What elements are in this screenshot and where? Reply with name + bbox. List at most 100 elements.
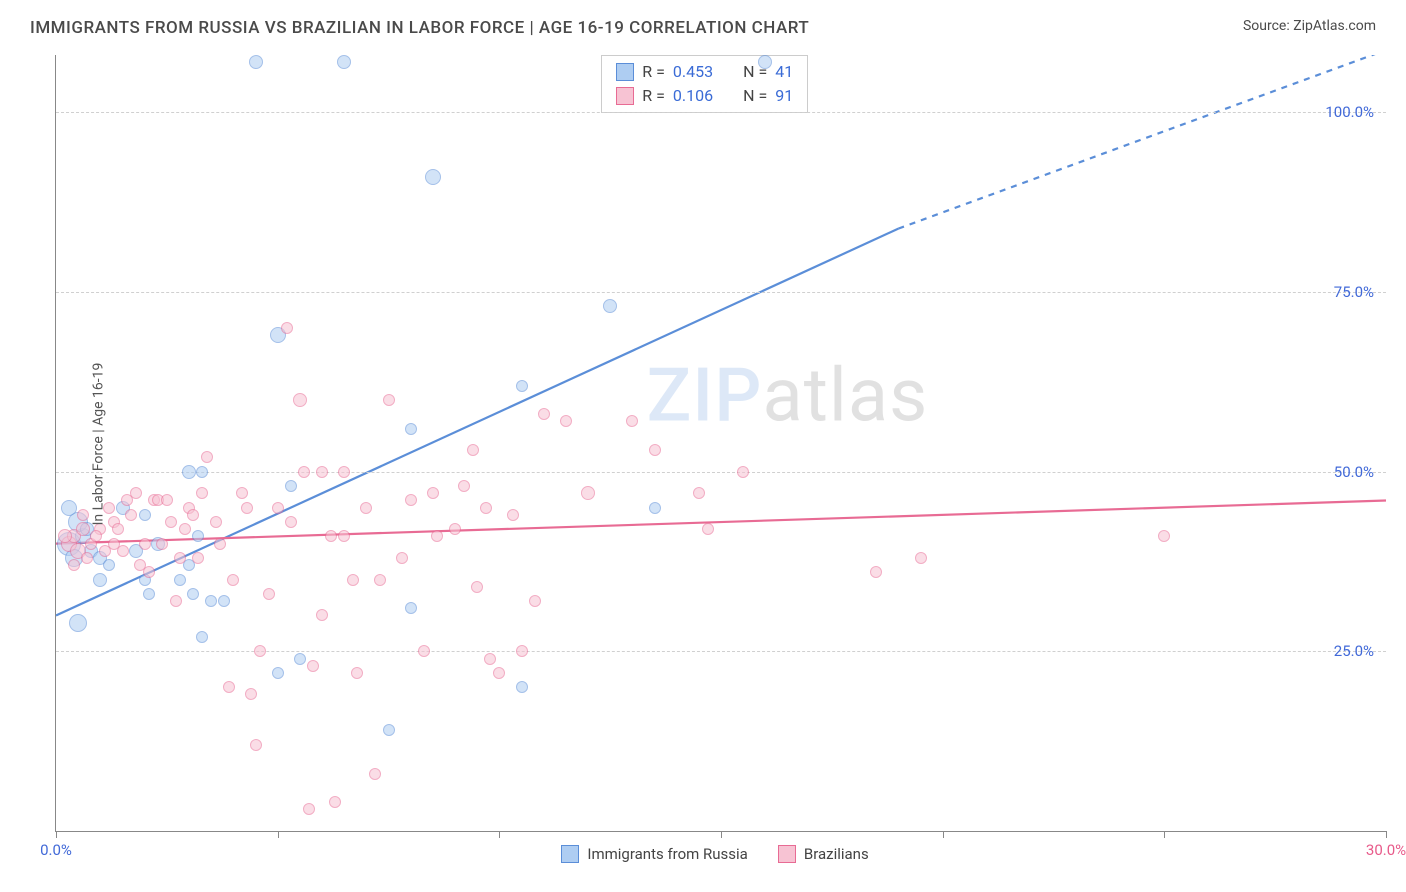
y-tick-label: 100.0% (1325, 103, 1374, 121)
legend-swatch (616, 63, 634, 81)
data-point (112, 523, 124, 535)
data-point (369, 768, 381, 780)
data-point (507, 509, 519, 521)
data-point (81, 552, 93, 564)
x-tick (1386, 831, 1387, 838)
data-point (165, 516, 177, 528)
data-point (425, 169, 441, 185)
data-point (626, 415, 638, 427)
data-point (467, 444, 479, 456)
data-point (303, 803, 315, 815)
data-point (383, 394, 395, 406)
data-point (218, 595, 230, 607)
data-point (285, 516, 297, 528)
data-point (156, 538, 168, 550)
data-point (187, 588, 199, 600)
data-point (649, 444, 661, 456)
data-point (214, 538, 226, 550)
data-point (529, 595, 541, 607)
data-point (69, 614, 87, 632)
data-point (480, 502, 492, 514)
data-point (338, 530, 350, 542)
data-point (516, 380, 528, 392)
data-point (702, 523, 714, 535)
page-title: IMMIGRANTS FROM RUSSIA VS BRAZILIAN IN L… (30, 18, 809, 38)
data-point (143, 588, 155, 600)
data-point (285, 480, 297, 492)
y-tick-label: 25.0% (1334, 642, 1374, 660)
legend-series: Immigrants from Russia Brazilians (561, 845, 868, 863)
data-point (693, 487, 705, 499)
x-tick (721, 831, 722, 838)
data-point (351, 667, 363, 679)
x-tick-label: 0.0% (40, 841, 72, 859)
data-point (187, 509, 199, 521)
gridline-h (56, 292, 1386, 293)
y-tick-label: 75.0% (1334, 283, 1374, 301)
legend-item: Brazilians (778, 845, 869, 863)
x-tick (56, 831, 57, 838)
data-point (294, 653, 306, 665)
legend-swatch (778, 845, 796, 863)
x-tick (278, 831, 279, 838)
legend-label: Brazilians (804, 845, 869, 863)
data-point (108, 538, 120, 550)
data-point (254, 645, 266, 657)
plot-area: ZIPatlas R = 0.453N = 41R = 0.106N = 91 … (55, 55, 1386, 832)
data-point (484, 653, 496, 665)
data-point (374, 574, 386, 586)
data-point (58, 529, 72, 543)
x-tick-label: 30.0% (1366, 841, 1406, 859)
data-point (192, 530, 204, 542)
gridline-h (56, 472, 1386, 473)
watermark: ZIPatlas (647, 353, 929, 440)
legend-swatch (616, 87, 634, 105)
data-point (360, 502, 372, 514)
data-point (405, 602, 417, 614)
legend-item: Immigrants from Russia (561, 845, 747, 863)
trend-lines (56, 55, 1386, 831)
data-point (205, 595, 217, 607)
data-point (250, 739, 262, 751)
data-point (196, 487, 208, 499)
data-point (758, 55, 772, 69)
data-point (90, 530, 102, 542)
data-point (196, 631, 208, 643)
data-point (227, 574, 239, 586)
data-point (179, 523, 191, 535)
data-point (272, 667, 284, 679)
data-point (293, 393, 307, 407)
data-point (405, 494, 417, 506)
data-point (603, 299, 617, 313)
y-tick-label: 50.0% (1334, 463, 1374, 481)
data-point (210, 516, 222, 528)
data-point (125, 509, 137, 521)
legend-label: Immigrants from Russia (587, 845, 747, 863)
data-point (281, 322, 293, 334)
data-point (449, 523, 461, 535)
source-credit: Source: ZipAtlas.com (1243, 18, 1376, 34)
y-axis-title: In Labor Force | Age 16-19 (90, 362, 106, 525)
data-point (103, 559, 115, 571)
data-point (337, 55, 351, 69)
chart-container: ZIPatlas R = 0.453N = 41R = 0.106N = 91 … (55, 55, 1386, 832)
data-point (196, 466, 208, 478)
legend-row: R = 0.106N = 91 (616, 84, 793, 108)
data-point (130, 487, 142, 499)
data-point (201, 451, 213, 463)
data-point (93, 573, 107, 587)
data-point (347, 574, 359, 586)
data-point (581, 486, 595, 500)
data-point (174, 552, 186, 564)
data-point (431, 530, 443, 542)
data-point (68, 559, 80, 571)
data-point (249, 55, 263, 69)
data-point (383, 724, 395, 736)
data-point (649, 502, 661, 514)
data-point (223, 681, 235, 693)
data-point (263, 588, 275, 600)
data-point (405, 423, 417, 435)
data-point (76, 522, 90, 536)
data-point (427, 487, 439, 499)
data-point (182, 465, 196, 479)
